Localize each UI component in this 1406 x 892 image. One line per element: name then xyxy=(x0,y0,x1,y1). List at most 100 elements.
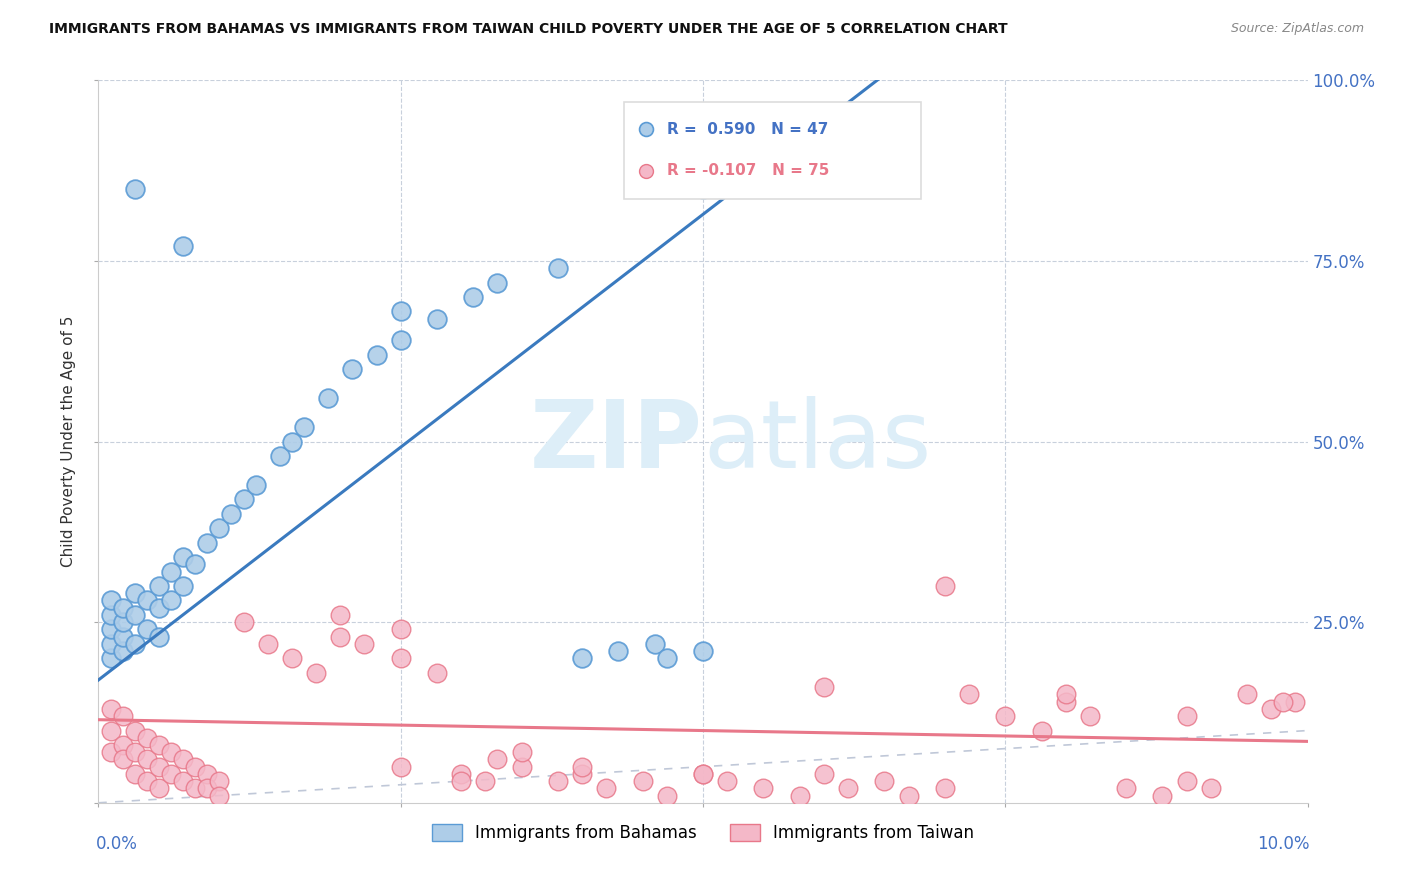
Text: R =  0.590   N = 47: R = 0.590 N = 47 xyxy=(666,122,828,136)
Point xyxy=(195,767,218,781)
Point xyxy=(160,565,183,579)
Point xyxy=(148,579,170,593)
Point xyxy=(256,637,278,651)
Point xyxy=(135,593,157,607)
Point xyxy=(135,731,157,745)
Point xyxy=(208,774,231,789)
Point xyxy=(389,304,412,318)
Point xyxy=(135,774,157,789)
Point xyxy=(716,774,738,789)
Point xyxy=(135,623,157,637)
Text: 0.0%: 0.0% xyxy=(96,835,138,854)
Point xyxy=(111,600,134,615)
Point xyxy=(692,182,714,196)
Point xyxy=(100,745,122,759)
Point xyxy=(292,420,315,434)
Point xyxy=(111,615,134,630)
Text: atlas: atlas xyxy=(703,395,931,488)
Point xyxy=(148,738,170,752)
Point xyxy=(100,607,122,622)
Point xyxy=(1199,781,1222,796)
Point xyxy=(124,637,146,651)
Point xyxy=(172,774,194,789)
Text: ZIP: ZIP xyxy=(530,395,703,488)
Point xyxy=(172,752,194,766)
Point xyxy=(1236,687,1258,701)
Point xyxy=(463,290,485,304)
Point xyxy=(148,781,170,796)
Point xyxy=(208,521,231,535)
Point xyxy=(148,760,170,774)
Point xyxy=(100,623,122,637)
Point xyxy=(607,644,630,658)
Text: IMMIGRANTS FROM BAHAMAS VS IMMIGRANTS FROM TAIWAN CHILD POVERTY UNDER THE AGE OF: IMMIGRANTS FROM BAHAMAS VS IMMIGRANTS FR… xyxy=(49,22,1008,37)
Point xyxy=(1115,781,1137,796)
Point xyxy=(1260,702,1282,716)
Point xyxy=(342,362,364,376)
Point xyxy=(135,752,157,766)
Point xyxy=(353,637,375,651)
Point xyxy=(111,630,134,644)
Point xyxy=(1152,789,1174,803)
Point xyxy=(124,767,146,781)
Point xyxy=(111,738,134,752)
Point xyxy=(389,334,412,348)
Point xyxy=(813,767,835,781)
Point xyxy=(100,651,122,665)
Point xyxy=(124,586,146,600)
Point xyxy=(547,261,569,276)
Text: Source: ZipAtlas.com: Source: ZipAtlas.com xyxy=(1230,22,1364,36)
Point xyxy=(934,579,956,593)
Point xyxy=(994,709,1017,723)
Point xyxy=(184,558,207,572)
Point xyxy=(172,550,194,565)
Point xyxy=(160,745,183,759)
Point xyxy=(100,702,122,716)
Point xyxy=(160,767,183,781)
Point xyxy=(366,348,388,362)
Point xyxy=(316,391,339,405)
Point xyxy=(644,637,666,651)
Point xyxy=(124,723,146,738)
Point xyxy=(426,665,449,680)
Point xyxy=(389,623,412,637)
Point xyxy=(752,781,775,796)
Point xyxy=(124,607,146,622)
Point xyxy=(1272,695,1295,709)
Point xyxy=(148,600,170,615)
Legend: Immigrants from Bahamas, Immigrants from Taiwan: Immigrants from Bahamas, Immigrants from… xyxy=(425,817,981,848)
Point xyxy=(329,630,352,644)
Point xyxy=(195,535,218,549)
Point xyxy=(655,651,678,665)
Point xyxy=(595,781,617,796)
Point xyxy=(1284,695,1306,709)
Point xyxy=(1175,774,1198,789)
Point xyxy=(897,789,920,803)
Point xyxy=(450,774,472,789)
Point xyxy=(957,687,980,701)
Point xyxy=(245,478,267,492)
Y-axis label: Child Poverty Under the Age of 5: Child Poverty Under the Age of 5 xyxy=(60,316,76,567)
Point xyxy=(813,680,835,694)
Point xyxy=(571,760,593,774)
Point xyxy=(1175,709,1198,723)
Point xyxy=(111,709,134,723)
Point xyxy=(160,593,183,607)
Point xyxy=(510,745,533,759)
Point xyxy=(111,644,134,658)
Point xyxy=(486,276,509,290)
Point xyxy=(148,630,170,644)
Point xyxy=(389,651,412,665)
Point xyxy=(547,774,569,789)
Point xyxy=(221,507,243,521)
Point xyxy=(1054,695,1077,709)
Point xyxy=(474,774,496,789)
Point xyxy=(389,760,412,774)
Point xyxy=(232,615,254,630)
Point xyxy=(789,789,811,803)
Point xyxy=(571,767,593,781)
Point xyxy=(692,644,714,658)
Point xyxy=(269,449,291,463)
Point xyxy=(426,311,449,326)
Point xyxy=(1054,687,1077,701)
